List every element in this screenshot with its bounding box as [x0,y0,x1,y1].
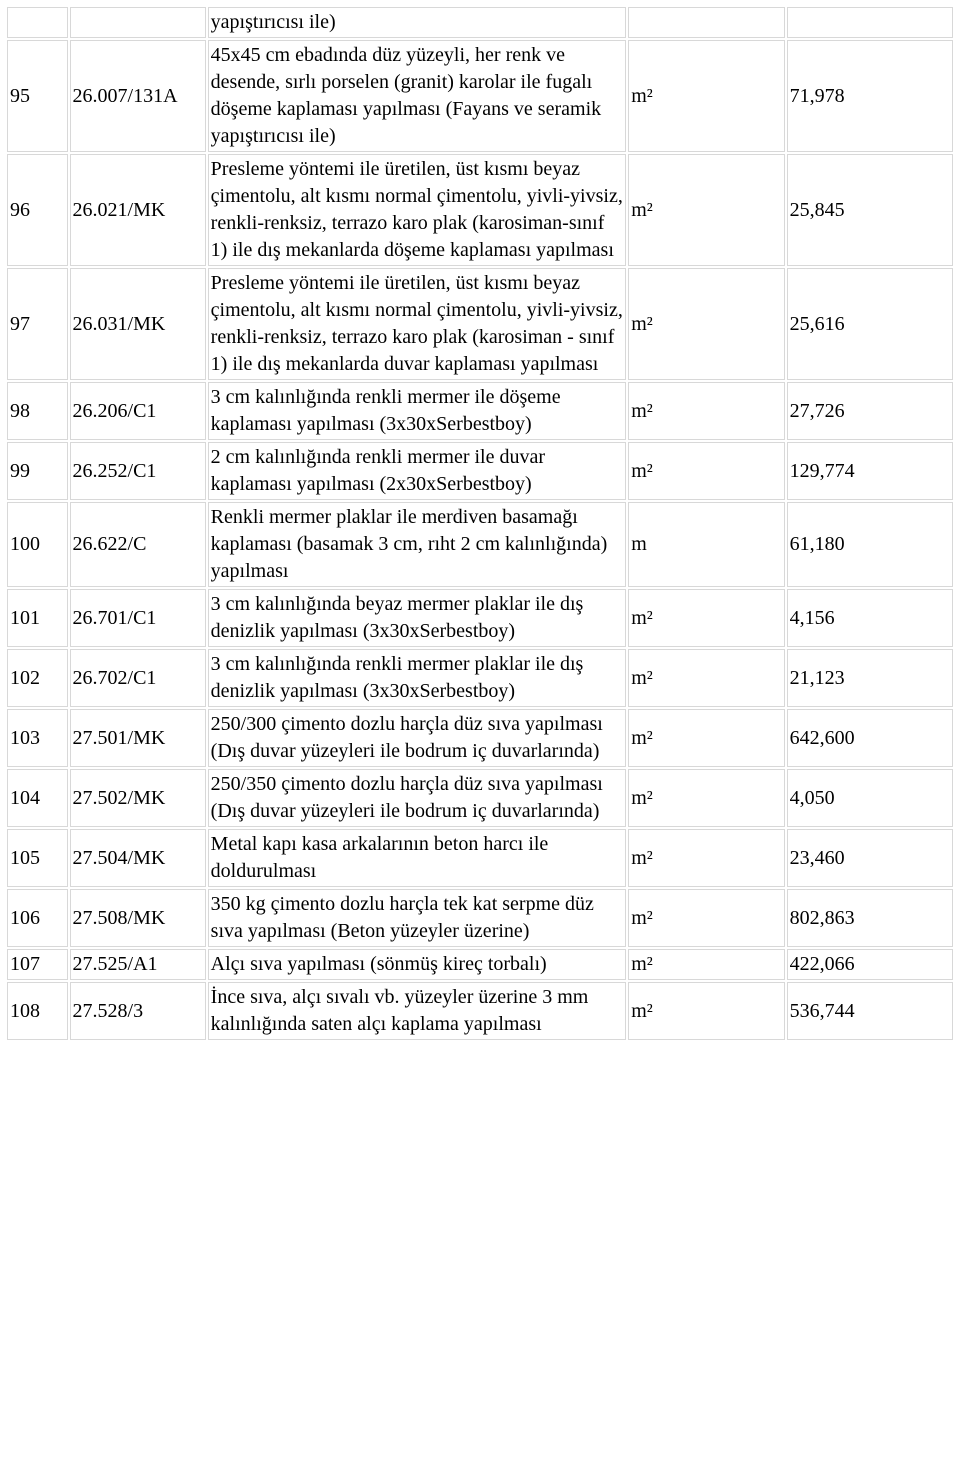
quantity: 4,050 [787,769,953,827]
quantity: 536,744 [787,982,953,1040]
unit [628,7,784,38]
item-description: Presleme yöntemi ile üretilen, üst kısmı… [208,268,627,380]
item-description: 2 cm kalınlığında renkli mermer ile duva… [208,442,627,500]
item-description: 3 cm kalınlığında renkli mermer ile döşe… [208,382,627,440]
item-description: 250/300 çimento dozlu harçla düz sıva ya… [208,709,627,767]
unit: m² [628,829,784,887]
row-number: 101 [7,589,68,647]
unit: m² [628,649,784,707]
unit: m² [628,709,784,767]
row-number: 108 [7,982,68,1040]
quantity: 642,600 [787,709,953,767]
item-description: 3 cm kalınlığında renkli mermer plaklar … [208,649,627,707]
item-code: 26.702/C1 [70,649,206,707]
item-code: 27.504/MK [70,829,206,887]
item-description: Renkli mermer plaklar ile merdiven basam… [208,502,627,587]
quantity: 129,774 [787,442,953,500]
item-description: yapıştırıcısı ile) [208,7,627,38]
table-row: 10327.501/MK250/300 çimento dozlu harçla… [7,709,953,767]
unit: m² [628,268,784,380]
row-number: 104 [7,769,68,827]
row-number: 102 [7,649,68,707]
item-code: 27.502/MK [70,769,206,827]
row-number: 99 [7,442,68,500]
table-row: 10727.525/A1Alçı sıva yapılması (sönmüş … [7,949,953,980]
item-code: 26.007/131A [70,40,206,152]
row-number: 98 [7,382,68,440]
unit: m [628,502,784,587]
item-code: 26.252/C1 [70,442,206,500]
quantity: 802,863 [787,889,953,947]
item-description: 250/350 çimento dozlu harçla düz sıva ya… [208,769,627,827]
table-row: 9926.252/C12 cm kalınlığında renkli merm… [7,442,953,500]
unit: m² [628,442,784,500]
quantity: 4,156 [787,589,953,647]
item-description: 350 kg çimento dozlu harçla tek kat serp… [208,889,627,947]
item-code [70,7,206,38]
unit: m² [628,40,784,152]
unit: m² [628,382,784,440]
item-code: 27.525/A1 [70,949,206,980]
quantity: 27,726 [787,382,953,440]
table-row: 10126.701/C13 cm kalınlığında beyaz merm… [7,589,953,647]
table-row: 9526.007/131A45x45 cm ebadında düz yüzey… [7,40,953,152]
item-description: 3 cm kalınlığında beyaz mermer plaklar i… [208,589,627,647]
quantity [787,7,953,38]
item-description: İnce sıva, alçı sıvalı vb. yüzeyler üzer… [208,982,627,1040]
quantity: 21,123 [787,649,953,707]
table-row: 10827.528/3İnce sıva, alçı sıvalı vb. yü… [7,982,953,1040]
table-row: yapıştırıcısı ile) [7,7,953,38]
item-code: 26.031/MK [70,268,206,380]
quantity: 23,460 [787,829,953,887]
unit: m² [628,889,784,947]
item-description: 45x45 cm ebadında düz yüzeyli, her renk … [208,40,627,152]
unit: m² [628,982,784,1040]
item-code: 26.622/C [70,502,206,587]
unit: m² [628,769,784,827]
item-code: 26.701/C1 [70,589,206,647]
quantity: 422,066 [787,949,953,980]
quantity: 61,180 [787,502,953,587]
item-description: Alçı sıva yapılması (sönmüş kireç torbal… [208,949,627,980]
unit: m² [628,589,784,647]
quantity: 25,845 [787,154,953,266]
unit: m² [628,949,784,980]
row-number [7,7,68,38]
item-code: 26.206/C1 [70,382,206,440]
table-row: 9726.031/MKPresleme yöntemi ile üretilen… [7,268,953,380]
item-code: 26.021/MK [70,154,206,266]
row-number: 97 [7,268,68,380]
row-number: 95 [7,40,68,152]
table-row: 10527.504/MKMetal kapı kasa arkalarının … [7,829,953,887]
table-row: 10627.508/MK350 kg çimento dozlu harçla … [7,889,953,947]
table-row: 10427.502/MK250/350 çimento dozlu harçla… [7,769,953,827]
table-row: 9626.021/MKPresleme yöntemi ile üretilen… [7,154,953,266]
row-number: 105 [7,829,68,887]
row-number: 103 [7,709,68,767]
row-number: 96 [7,154,68,266]
quantity: 71,978 [787,40,953,152]
table-row: 9826.206/C13 cm kalınlığında renkli merm… [7,382,953,440]
items-table: yapıştırıcısı ile)9526.007/131A45x45 cm … [5,5,955,1042]
row-number: 106 [7,889,68,947]
unit: m² [628,154,784,266]
row-number: 107 [7,949,68,980]
item-code: 27.501/MK [70,709,206,767]
item-description: Metal kapı kasa arkalarının beton harcı … [208,829,627,887]
item-description: Presleme yöntemi ile üretilen, üst kısmı… [208,154,627,266]
item-code: 27.508/MK [70,889,206,947]
row-number: 100 [7,502,68,587]
quantity: 25,616 [787,268,953,380]
item-code: 27.528/3 [70,982,206,1040]
table-row: 10226.702/C13 cm kalınlığında renkli mer… [7,649,953,707]
table-row: 10026.622/CRenkli mermer plaklar ile mer… [7,502,953,587]
